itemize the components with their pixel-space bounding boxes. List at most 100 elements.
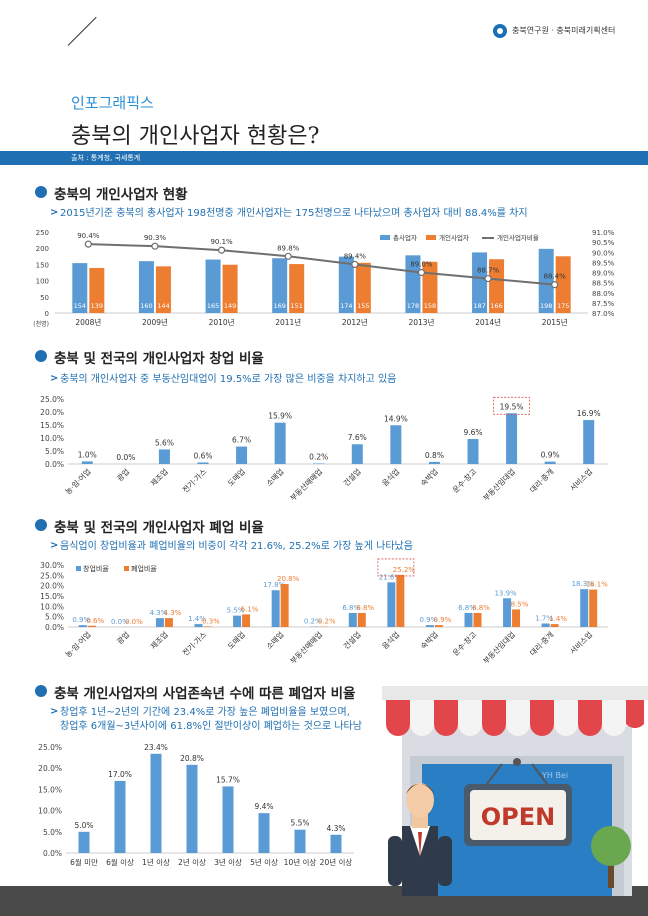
y-tick-label: 0.0% bbox=[45, 460, 64, 469]
bar bbox=[580, 589, 589, 627]
businessman-icon bbox=[388, 783, 452, 896]
bar-value-label: 0.8% bbox=[425, 451, 444, 460]
bar bbox=[473, 612, 482, 627]
x-tick-label: 광업 bbox=[114, 629, 131, 646]
bar-value-label: 5.5% bbox=[290, 819, 309, 828]
section-4-desc-2: 창업후 6개월~3년사이에 61.8%인 절반이상이 폐업하는 것으로 나타남 bbox=[60, 721, 362, 732]
legend-swatch bbox=[124, 566, 129, 571]
section-3-title: 충북 및 전국의 개인사업자 폐업 비율 bbox=[54, 520, 264, 536]
ratio-label: 89.4% bbox=[344, 252, 367, 260]
bar bbox=[541, 623, 550, 627]
bar bbox=[348, 612, 357, 627]
ratio-label: 89.8% bbox=[277, 244, 300, 252]
x-tick-label: 운수·창고 bbox=[451, 630, 479, 658]
y-tick-label: 50 bbox=[40, 294, 49, 302]
bar-value-label: 1.7% bbox=[535, 614, 553, 622]
bar bbox=[387, 582, 396, 627]
bar bbox=[78, 625, 87, 627]
tree-icon bbox=[591, 826, 631, 888]
chevron-right-icon: > bbox=[50, 540, 59, 551]
source-text: 출처 : 통계청, 국세통계 bbox=[71, 154, 141, 162]
x-tick-label: 2012년 bbox=[342, 317, 368, 327]
bar-value-label: 165 bbox=[207, 302, 219, 310]
bar-value-label: 0.2% bbox=[304, 618, 322, 626]
org-name: 충북연구원 · 충북미래기획센터 bbox=[512, 26, 616, 35]
x-tick-label: 2년 이상 bbox=[178, 857, 206, 867]
open-sign-icon: OPEN bbox=[464, 758, 572, 846]
bar bbox=[313, 463, 325, 464]
ratio-point bbox=[84, 240, 92, 248]
section-1-title: 충북의 개인사업자 현황 bbox=[54, 187, 188, 203]
bar-value-label: 0.6% bbox=[86, 617, 104, 625]
section-3-desc: 음식업이 창업비율과 폐업비율의 비중이 각각 21.6%, 25.2%로 가장… bbox=[60, 541, 413, 552]
bar bbox=[503, 598, 512, 627]
bar-value-label: 175 bbox=[557, 302, 569, 310]
chart-survival-closure: 0.0% 5.0% 10.0% 15.0% 20.0% 25.0% 5.0% 6월 미만 17.… bbox=[38, 743, 354, 867]
ratio-point bbox=[284, 252, 292, 260]
bar bbox=[222, 786, 234, 853]
y2-tick-label: 88.0% bbox=[592, 290, 615, 298]
bar bbox=[242, 614, 251, 627]
bar bbox=[555, 256, 571, 313]
x-tick-label: 2011년 bbox=[275, 317, 301, 327]
chevron-right-icon: > bbox=[50, 207, 59, 218]
bar bbox=[89, 267, 105, 313]
bar-value-label: 20.8% bbox=[277, 575, 300, 583]
y-tick-label: 15.0% bbox=[40, 421, 64, 430]
x-tick-label: 숙박업 bbox=[418, 629, 440, 651]
bar bbox=[506, 413, 518, 464]
bar-value-label: 20.8% bbox=[180, 754, 204, 763]
awning bbox=[382, 686, 648, 736]
bar-value-label: 5.5% bbox=[227, 607, 245, 615]
bar bbox=[434, 625, 443, 627]
bar bbox=[467, 439, 479, 464]
section-bullet-icon bbox=[35, 685, 47, 697]
section-1-desc: 2015년기준 충북의 총사업자 198천명중 개인사업자는 175천명으로 나… bbox=[60, 208, 528, 219]
bar-value-label: 0.9% bbox=[420, 616, 438, 624]
bar-value-label: 6.8% bbox=[342, 604, 360, 612]
y2-tick-label: 90.0% bbox=[592, 249, 615, 257]
bar-value-label: 6.1% bbox=[241, 605, 259, 613]
bar-value-label: 1.4% bbox=[188, 615, 206, 623]
y2-tick-label: 91.0% bbox=[592, 229, 615, 237]
bar bbox=[114, 780, 126, 853]
bar bbox=[351, 444, 363, 464]
bar bbox=[222, 264, 238, 313]
bar bbox=[78, 831, 90, 853]
x-tick-label: 서비스업 bbox=[568, 467, 594, 493]
bar-value-label: 6.8% bbox=[472, 604, 490, 612]
x-tick-label: 건설업 bbox=[341, 629, 363, 651]
section-4-desc-1: 창업후 1년~2년의 기간에 23.4%로 가장 높은 폐업비율을 보였으며, bbox=[60, 707, 350, 718]
x-tick-label: 2008년 bbox=[75, 317, 101, 327]
bar bbox=[150, 753, 162, 853]
bar-value-label: 15.7% bbox=[216, 775, 240, 784]
legend-swatch bbox=[380, 235, 390, 240]
x-tick-label: 음식업 bbox=[380, 467, 401, 488]
ratio-point bbox=[417, 268, 426, 277]
bar-value-label: 198 bbox=[540, 302, 552, 310]
x-tick-label: 6월 미만 bbox=[70, 857, 98, 867]
bar bbox=[396, 574, 405, 627]
bar-value-label: 0.2% bbox=[318, 618, 336, 626]
y-tick-label: 200 bbox=[36, 245, 49, 253]
bar-value-label: 169 bbox=[273, 302, 285, 310]
bar-value-label: 23.4% bbox=[144, 743, 168, 752]
x-tick-label: 서비스업 bbox=[568, 630, 594, 656]
bar bbox=[233, 615, 242, 627]
ratio-label: 90.4% bbox=[77, 232, 100, 240]
bar-value-label: 9.6% bbox=[463, 428, 482, 437]
y2-tick-label: 88.5% bbox=[592, 280, 615, 288]
bar-value-label: 21.6% bbox=[379, 573, 402, 581]
section-bullet-icon bbox=[35, 350, 47, 362]
x-tick-label: 전기·가스 bbox=[180, 466, 208, 494]
legend-swatch bbox=[76, 566, 81, 571]
y-tick-label: 150 bbox=[36, 261, 49, 269]
bar-value-label: 0.0% bbox=[125, 618, 143, 626]
y-tick-label: 15.0% bbox=[40, 592, 64, 601]
bar-value-label: 6.8% bbox=[458, 604, 476, 612]
y2-tick-label: 87.0% bbox=[592, 310, 615, 318]
x-tick-label: 부동산임대업 bbox=[481, 629, 517, 665]
ratio-point bbox=[217, 246, 226, 254]
unit-label: (천명) bbox=[33, 320, 49, 328]
x-tick-label: 숙박업 bbox=[418, 466, 440, 488]
